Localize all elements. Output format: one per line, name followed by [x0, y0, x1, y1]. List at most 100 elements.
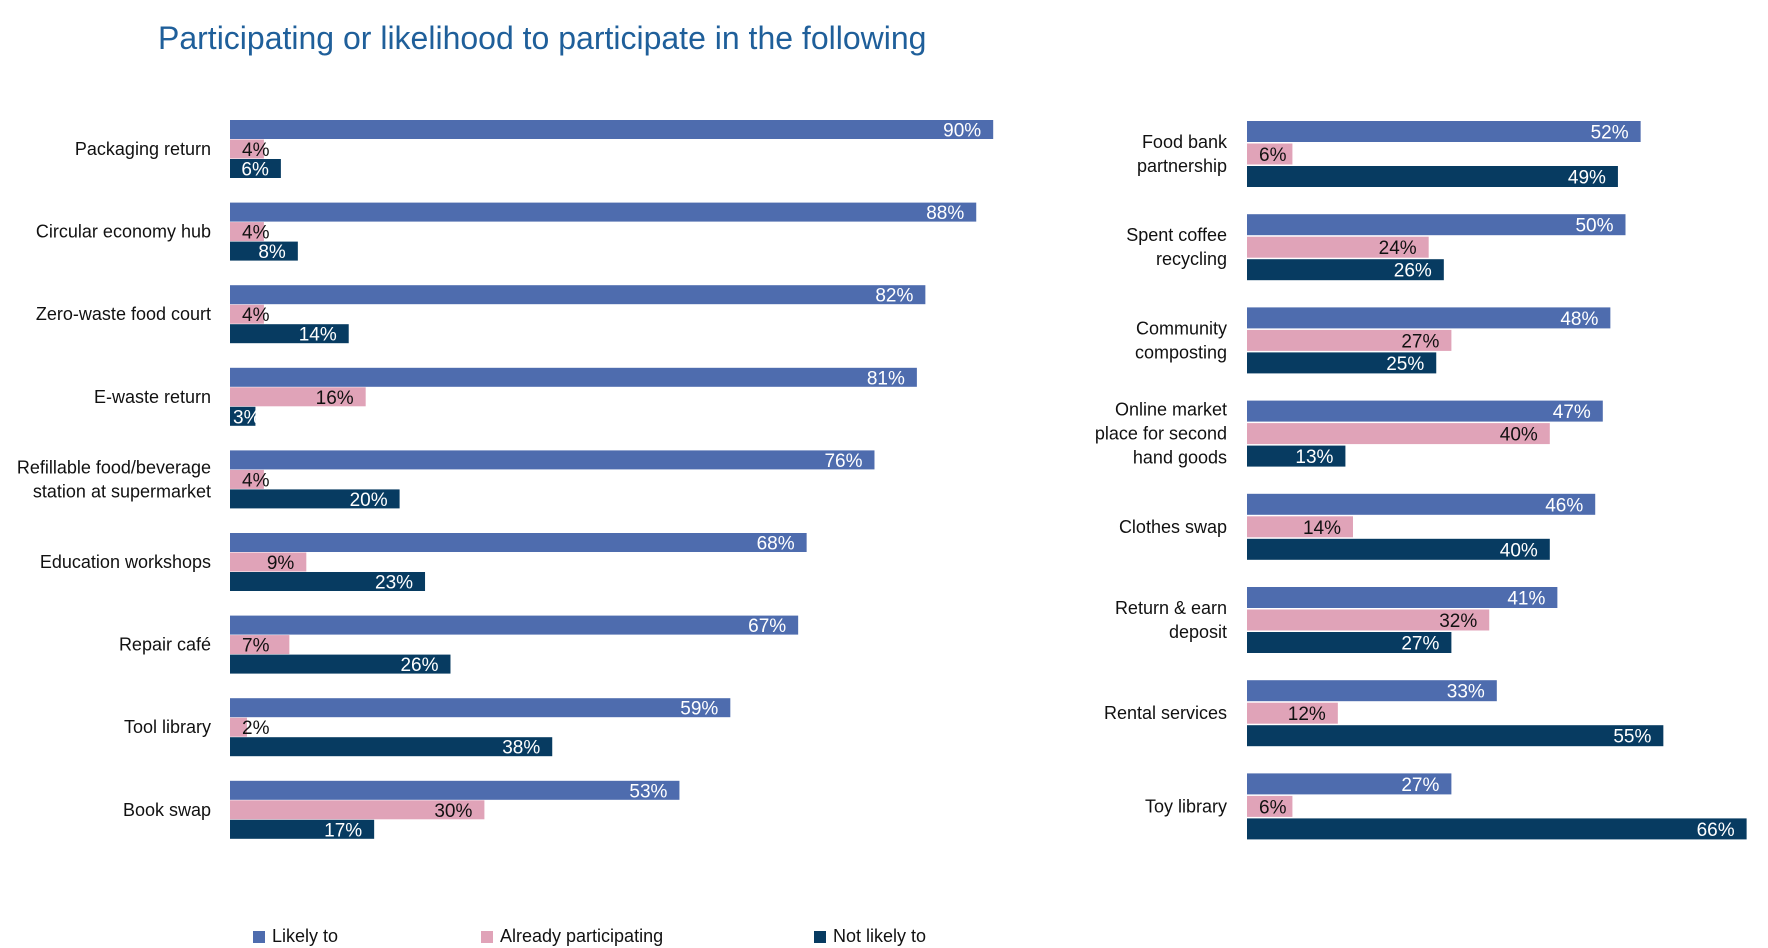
data-label-not-likely: 8%: [258, 242, 286, 263]
bar-likely: [230, 698, 731, 718]
data-label-already: 9%: [267, 553, 295, 574]
data-label-likely: 53%: [629, 781, 667, 802]
data-label-already: 4%: [242, 305, 270, 326]
chart-2: Food bank partnership 52% 6% 49% Spent coffee…: [1095, 121, 1747, 841]
bar-likely: [1247, 400, 1603, 422]
bar-likely: [1247, 587, 1558, 608]
bar-not-likely: [1247, 725, 1664, 747]
bar-not-likely: [230, 406, 256, 426]
legend-swatch-not-likely: [814, 930, 826, 943]
data-label-already: 27%: [1401, 331, 1439, 352]
data-label-likely: 81%: [867, 368, 905, 389]
bar-already: [230, 222, 264, 242]
data-label-likely: 68%: [757, 534, 795, 555]
data-label-not-likely: 13%: [1295, 447, 1333, 468]
data-label-not-likely: 6%: [241, 160, 269, 181]
bar-already: [230, 800, 485, 820]
legend-item-already: Already participating: [481, 926, 663, 947]
category-label: Zero-waste food court: [36, 304, 211, 324]
category-label: Circular economy hub: [36, 222, 211, 242]
data-label-likely: 59%: [680, 699, 718, 720]
category-label: Tool library: [124, 717, 211, 737]
bar-likely: [230, 367, 917, 387]
data-label-not-likely: 17%: [324, 820, 362, 841]
category-label: Book swap: [123, 800, 211, 820]
data-label-likely: 46%: [1545, 495, 1583, 516]
data-label-likely: 76%: [824, 451, 862, 472]
bar-likely: [230, 615, 799, 635]
data-label-likely: 41%: [1507, 589, 1545, 610]
category-label: Community composting: [1135, 318, 1227, 362]
data-label-already: 6%: [1259, 797, 1287, 818]
data-label-already: 16%: [316, 388, 354, 409]
data-label-likely: 52%: [1591, 123, 1629, 144]
bar-already: [230, 717, 247, 737]
data-label-already: 2%: [242, 718, 270, 739]
bar-not-likely: [230, 489, 400, 509]
bar-already: [230, 304, 264, 324]
data-label-not-likely: 38%: [502, 738, 540, 759]
data-label-not-likely: 23%: [375, 573, 413, 594]
chart-title: Participating or likelihood to participa…: [158, 20, 927, 56]
data-label-likely: 90%: [943, 121, 981, 142]
data-label-not-likely: 27%: [1401, 634, 1439, 655]
legend-swatch-already: [481, 930, 493, 943]
bar-likely: [230, 285, 926, 305]
bar-not-likely: [230, 572, 426, 591]
category-label: Refillable food/beverage station at super…: [17, 457, 211, 501]
bar-likely: [1247, 680, 1497, 702]
category-label: Repair café: [119, 635, 211, 655]
data-label-already: 32%: [1439, 611, 1477, 632]
bar-not-likely: [230, 241, 298, 261]
data-label-already: 24%: [1379, 238, 1417, 259]
bar-likely: [1247, 307, 1611, 329]
data-label-not-likely: 66%: [1697, 820, 1735, 841]
bar-not-likely: [1247, 259, 1444, 281]
data-label-already: 40%: [1500, 425, 1538, 446]
bar-already: [230, 387, 366, 407]
bar-likely: [230, 202, 977, 222]
bar-likely: [1247, 773, 1452, 795]
bar-not-likely: [1247, 538, 1550, 560]
data-label-already: 12%: [1288, 704, 1326, 725]
bar-not-likely: [1247, 818, 1747, 840]
bar-already: [1247, 329, 1452, 351]
data-label-already: 7%: [242, 636, 270, 657]
legend-label-already: Already participating: [500, 926, 664, 946]
bar-likely: [1247, 214, 1626, 236]
data-label-not-likely: 25%: [1386, 354, 1424, 375]
data-label-likely: 48%: [1560, 309, 1598, 330]
data-label-not-likely: 26%: [1394, 261, 1432, 282]
data-label-not-likely: 40%: [1500, 540, 1538, 561]
category-label: Food bank partnership: [1137, 132, 1228, 176]
category-label: Toy library: [1145, 796, 1227, 816]
data-label-already: 4%: [242, 223, 270, 244]
data-label-already: 30%: [434, 801, 472, 822]
bar-already: [230, 552, 307, 572]
bar-already: [230, 469, 264, 489]
data-label-not-likely: 55%: [1613, 727, 1651, 748]
data-label-not-likely: 49%: [1568, 168, 1606, 189]
category-label: Return & earn deposit: [1115, 598, 1227, 642]
bar-likely: [230, 450, 875, 470]
bar-likely: [230, 120, 994, 139]
bar-already: [1247, 795, 1293, 817]
data-label-not-likely: 3%: [233, 407, 261, 428]
legend-swatch-likely: [253, 930, 265, 943]
data-label-already: 4%: [242, 470, 270, 491]
legend-label-likely: Likely to: [272, 926, 339, 946]
bar-already: [1247, 702, 1338, 724]
data-label-likely: 88%: [926, 203, 964, 224]
data-label-likely: 50%: [1575, 216, 1613, 237]
legend-label-not-likely: Not likely to: [833, 926, 927, 946]
category-label: Rental services: [1104, 703, 1227, 723]
data-label-likely: 47%: [1553, 402, 1591, 423]
category-label: Online market place for second hand goods: [1095, 400, 1227, 468]
legend: Likely to Already participating Not like…: [0, 926, 1000, 948]
data-label-likely: 67%: [748, 616, 786, 637]
data-label-likely: 33%: [1447, 682, 1485, 703]
data-label-not-likely: 26%: [400, 655, 438, 676]
bar-not-likely: [1247, 445, 1346, 467]
bar-already: [230, 139, 264, 159]
bar-likely: [230, 533, 807, 552]
